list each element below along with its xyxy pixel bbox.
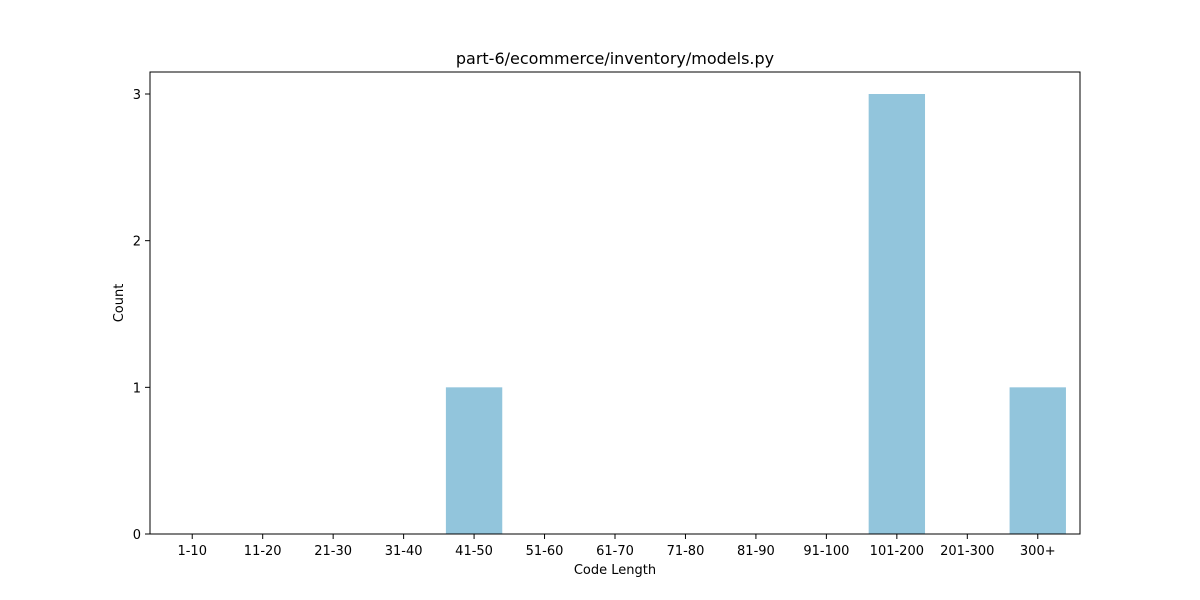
x-tick-label: 1-10 bbox=[177, 544, 207, 559]
x-tick-label: 201-300 bbox=[940, 544, 994, 559]
x-tick-label: 11-20 bbox=[244, 544, 282, 559]
y-axis-ticks: 0 1 2 3 bbox=[133, 88, 150, 543]
x-tick-label: 81-90 bbox=[737, 544, 775, 559]
chart-title: part-6/ecommerce/inventory/models.py bbox=[456, 49, 774, 68]
y-tick-label: 1 bbox=[133, 381, 141, 396]
y-tick-label: 2 bbox=[133, 235, 141, 250]
x-tick-label: 300+ bbox=[1020, 544, 1056, 559]
y-axis-label: Count bbox=[112, 284, 127, 323]
x-tick-label: 91-100 bbox=[803, 544, 849, 559]
x-tick-label: 31-40 bbox=[385, 544, 423, 559]
y-tick-label: 0 bbox=[133, 528, 141, 543]
x-tick-label: 51-60 bbox=[526, 544, 564, 559]
bar-101-200 bbox=[868, 94, 926, 534]
bar-41-50 bbox=[445, 387, 503, 534]
x-axis-ticks: 1-10 11-20 21-30 31-40 41-50 51-60 61-70 71-80 8… bbox=[177, 534, 1056, 559]
x-tick-label: 61-70 bbox=[596, 544, 634, 559]
x-tick-label: 41-50 bbox=[455, 544, 493, 559]
y-tick-label: 3 bbox=[133, 88, 141, 103]
bars-layer bbox=[445, 94, 1066, 534]
x-tick-label: 101-200 bbox=[870, 544, 924, 559]
x-tick-label: 71-80 bbox=[667, 544, 705, 559]
x-tick-label: 21-30 bbox=[314, 544, 352, 559]
bar-300+ bbox=[1009, 387, 1066, 534]
x-axis-label: Code Length bbox=[574, 563, 656, 578]
